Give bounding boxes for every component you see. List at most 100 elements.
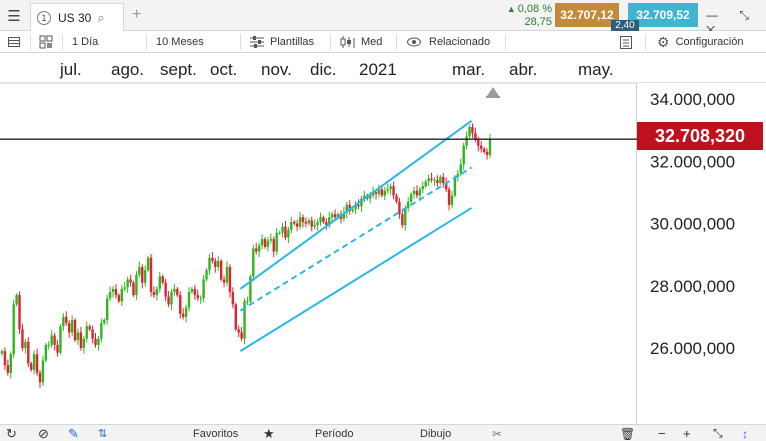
price-tick-label: 34.000,000: [650, 90, 735, 109]
candle-body: [453, 176, 457, 196]
tab-number-badge: 1: [37, 10, 51, 25]
search-icon[interactable]: ⌕: [97, 9, 105, 25]
templates-label: Plantillas: [270, 36, 315, 48]
candle-body: [70, 319, 74, 333]
candle-body: [430, 178, 433, 180]
channel-layer[interactable]: [239, 119, 473, 352]
spread-badge: 2,40: [611, 20, 639, 31]
channel-middle-line[interactable]: [239, 166, 473, 312]
candle-body: [135, 274, 138, 296]
trash-icon[interactable]: 🗑: [620, 426, 636, 441]
range-selector[interactable]: 10 Meses: [156, 36, 204, 48]
star-icon[interactable]: ★: [263, 425, 275, 441]
candle-body: [442, 176, 445, 184]
candle-body: [415, 190, 419, 196]
layout-grid-icon[interactable]: [39, 31, 53, 53]
month-label: may.: [578, 60, 614, 79]
price-tick-label: 28.000,000: [650, 277, 735, 296]
candle-body: [97, 338, 100, 345]
toolbar-divider: [330, 34, 331, 50]
candle-body: [79, 332, 83, 348]
candle-body: [418, 189, 422, 196]
candle-body: [38, 372, 42, 383]
month-label: ago.: [111, 60, 145, 79]
candle-body: [196, 295, 199, 299]
candle-body: [357, 204, 360, 207]
candle-body: [202, 279, 205, 299]
candle-body: [331, 214, 334, 218]
candle-body: [354, 204, 357, 210]
candle-body: [465, 136, 468, 146]
list-icon[interactable]: [8, 31, 20, 53]
candle-body: [246, 301, 249, 303]
candle-body: [35, 354, 39, 373]
candle-body: [278, 232, 281, 234]
chart-type-button[interactable]: Med: [340, 31, 382, 53]
pencil-icon[interactable]: ✎: [68, 425, 79, 441]
candle-body: [193, 288, 197, 296]
price-tick-label: 32.000,000: [650, 152, 735, 171]
candle-body: [179, 295, 182, 314]
tab-us30[interactable]: 1 US 30 ⌕: [30, 3, 124, 31]
candle-body: [164, 282, 167, 297]
candle-body: [76, 332, 80, 341]
change-points: 28,75: [524, 16, 552, 28]
month-label: abr.: [509, 60, 538, 79]
candle-body: [374, 192, 378, 194]
candle-body: [103, 319, 106, 324]
candle-body: [155, 288, 159, 296]
candle-body: [477, 139, 480, 146]
candle-body: [313, 225, 316, 227]
scroll-up-icon[interactable]: [487, 87, 499, 96]
period-tab[interactable]: Período: [315, 427, 354, 440]
candle-body: [284, 226, 287, 238]
candle-body: [9, 354, 12, 373]
candle-body: [24, 341, 27, 348]
refresh-icon[interactable]: ↻: [6, 425, 17, 441]
zoom-in-icon[interactable]: +: [683, 426, 691, 441]
candle-body: [219, 260, 223, 280]
settings-button[interactable]: ⚙ Configuración: [657, 31, 743, 53]
candle-body: [205, 270, 208, 280]
sell-button[interactable]: 32.707,12: [555, 3, 619, 27]
add-tab-icon[interactable]: +: [132, 6, 142, 23]
drawing-tab[interactable]: Dibujo: [420, 427, 452, 440]
candle-body: [32, 354, 36, 370]
channel-lower-line[interactable]: [239, 207, 473, 352]
favorites-tab[interactable]: Favoritos: [193, 427, 239, 440]
expand-vertical-icon[interactable]: ↕: [742, 426, 748, 441]
price-tick-label: 26.000,000: [650, 339, 735, 358]
toolbar-divider: [645, 34, 646, 50]
window-controls[interactable]: — ⤡ ✕: [706, 8, 758, 37]
channel-upper-line[interactable]: [239, 119, 473, 290]
candle-body: [386, 189, 389, 191]
menu-icon[interactable]: ☰: [7, 7, 21, 25]
candle-body: [272, 239, 275, 252]
candle-body: [146, 257, 150, 271]
zoom-out-icon[interactable]: −: [658, 426, 666, 441]
cancel-icon[interactable]: ⊘: [38, 425, 49, 441]
price-chart[interactable]: 34.000,000 32.000,000 30.000,000 28.000,000…: [0, 83, 766, 424]
candle-body: [287, 229, 290, 238]
candle-body: [62, 316, 65, 327]
candle-body: [73, 319, 77, 341]
buy-button[interactable]: 32.709,52: [628, 3, 698, 27]
candle-body: [44, 344, 48, 361]
crosshair-icon[interactable]: ✂: [492, 426, 503, 441]
current-price-badge: 32.708,320: [637, 122, 763, 150]
top-bar: ☰ 1 US 30 ⌕ + ▲ 0,08 % 28,75 32.707,12 32…: [0, 0, 766, 37]
candle-body: [100, 323, 103, 339]
candle-body: [368, 195, 372, 199]
candle-body: [363, 195, 366, 199]
notes-icon[interactable]: [620, 31, 632, 53]
expand-horizontal-icon[interactable]: ⤡: [713, 426, 723, 440]
templates-button[interactable]: Plantillas: [250, 31, 314, 53]
candle-body: [427, 178, 430, 182]
candle-body: [380, 189, 384, 196]
month-label: mar.: [452, 60, 486, 79]
candle-body: [190, 288, 194, 292]
candle-body: [59, 326, 62, 353]
interval-selector[interactable]: 1 Día: [72, 36, 99, 48]
related-button[interactable]: Relacionado: [407, 31, 490, 53]
sort-arrows-icon[interactable]: ⇅: [98, 428, 108, 440]
